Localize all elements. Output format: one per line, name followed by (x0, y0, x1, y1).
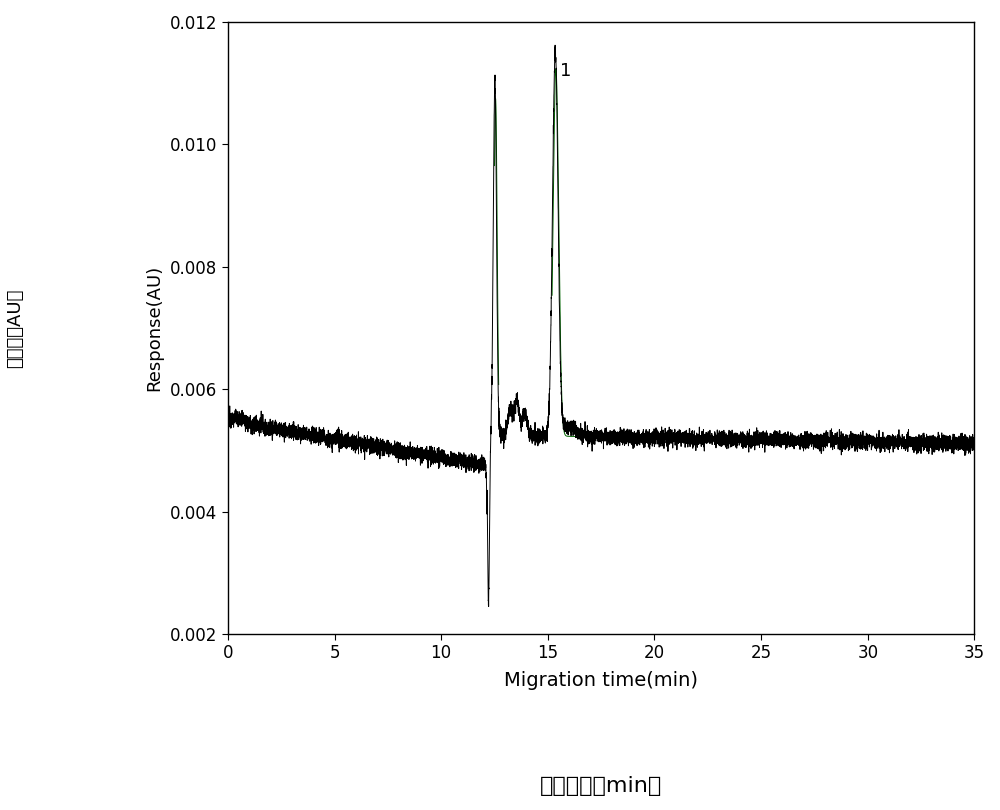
Text: 迁移时间（min）: 迁移时间（min） (540, 776, 662, 795)
Text: 响应値（AU）: 响应値（AU） (6, 288, 24, 368)
Y-axis label: Response(AU): Response(AU) (145, 265, 163, 391)
X-axis label: Migration time(min): Migration time(min) (504, 671, 698, 689)
Text: 1: 1 (560, 62, 571, 80)
